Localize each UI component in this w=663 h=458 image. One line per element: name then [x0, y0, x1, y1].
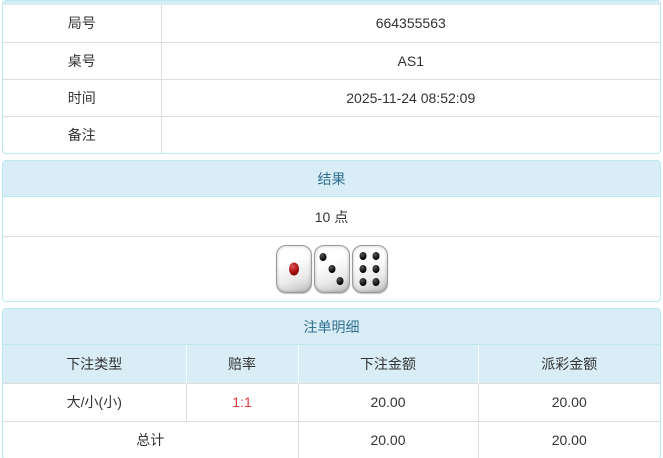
bets-header-row: 下注类型 赔率 下注金额 派彩金额 [3, 345, 660, 383]
table-row: 局号 664355563 [3, 5, 660, 42]
odds-value: 1:1 [185, 382, 298, 421]
remark-value [161, 115, 660, 153]
payout-amount-header: 派彩金额 [477, 345, 660, 383]
dice-row [3, 237, 660, 301]
round-number-label: 局号 [3, 5, 162, 42]
bets-panel-title: 注单明细 [3, 309, 660, 345]
total-row: 总计 20.00 20.00 [3, 420, 660, 458]
result-panel-title: 结果 [3, 161, 660, 197]
panel-top-strip [3, 1, 660, 5]
die-pip [372, 265, 380, 273]
odds-header: 赔率 [185, 345, 298, 383]
die-3 [313, 245, 350, 293]
payout-amount-value: 20.00 [477, 382, 660, 421]
die-pip [359, 277, 367, 286]
round-number-value: 664355563 [375, 15, 446, 32]
bet-amount-value: 20.00 [297, 382, 478, 421]
die-1 [275, 245, 312, 293]
die-pip [328, 265, 335, 273]
result-points: 10 点 [3, 197, 660, 237]
die-pip [319, 253, 327, 262]
table-number-label: 桌号 [3, 41, 162, 79]
total-payout-value: 20.00 [477, 420, 660, 458]
die-pip [359, 265, 367, 273]
bet-type-value: 大/小(小) [3, 382, 186, 421]
die-pip [359, 252, 367, 261]
total-bet-value: 20.00 [297, 420, 478, 458]
die-pip [372, 277, 380, 286]
remark-label: 备注 [3, 115, 162, 153]
time-label: 时间 [3, 78, 162, 116]
bet-type-header: 下注类型 [3, 345, 186, 383]
die-6 [351, 245, 388, 293]
table-row: 时间 2025-11-24 08:52:09 [3, 78, 660, 116]
die-pip [336, 276, 344, 285]
result-panel: 结果 10 点 [2, 160, 661, 302]
die-pip [372, 252, 380, 261]
total-label: 总计 [3, 420, 298, 458]
time-value: 2025-11-24 08:52:09 [161, 78, 660, 116]
table-row: 备注 [3, 115, 660, 153]
bets-table: 下注类型 赔率 下注金额 派彩金额 大/小(小) 1:1 20.00 20.00… [3, 345, 660, 458]
bet-amount-header: 下注金额 [297, 345, 478, 383]
die-pip [288, 262, 299, 276]
table-row: 桌号 AS1 [3, 41, 660, 79]
game-info-table: 局号 664355563 桌号 AS1 时间 2025-11-24 08:52:… [3, 5, 660, 153]
bet-row: 大/小(小) 1:1 20.00 20.00 [3, 382, 660, 421]
table-number-value: AS1 [161, 41, 660, 79]
bets-panel: 注单明细 下注类型 赔率 下注金额 派彩金额 大/小(小) 1:1 20.00 … [2, 308, 661, 458]
game-info-panel: 局号 664355563 桌号 AS1 时间 2025-11-24 08:52:… [2, 0, 661, 154]
